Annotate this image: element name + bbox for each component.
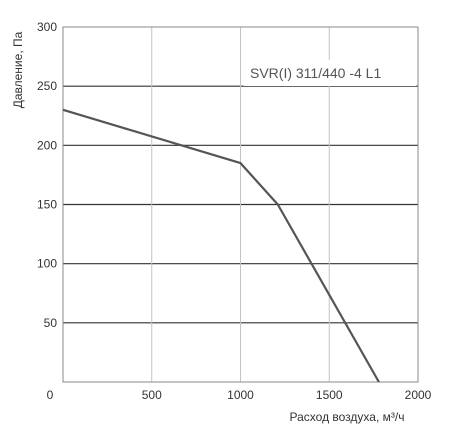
series-line-0: [62, 108, 380, 383]
annotation-box: [244, 60, 416, 86]
y-tick-label-300: 300: [37, 20, 57, 34]
x-axis-title: Расход воздуха, м³/ч: [290, 410, 405, 424]
y-axis-title: Давление, Па: [11, 31, 25, 108]
tick-labels: 50 100 150 200 250 300 0 500 1000 1500 2000: [37, 20, 432, 402]
y-tick-label-50: 50: [44, 316, 58, 330]
plot-area: [62, 26, 419, 383]
series-layer: [62, 108, 380, 383]
x-tick-label-2000: 2000: [405, 388, 432, 402]
x-tick-label-0: 0: [47, 388, 54, 402]
y-tick-label-100: 100: [37, 257, 57, 271]
y-tick-label-250: 250: [37, 79, 57, 93]
model-annotation: SVR(I) 311/440 -4 L1: [250, 65, 381, 81]
x-tick-label-1000: 1000: [227, 388, 254, 402]
x-tick-label-1500: 1500: [316, 388, 343, 402]
y-tick-label-200: 200: [37, 138, 57, 152]
x-tick-label-500: 500: [142, 388, 162, 402]
y-tick-label-150: 150: [37, 198, 57, 212]
grid-lines: [63, 27, 418, 382]
